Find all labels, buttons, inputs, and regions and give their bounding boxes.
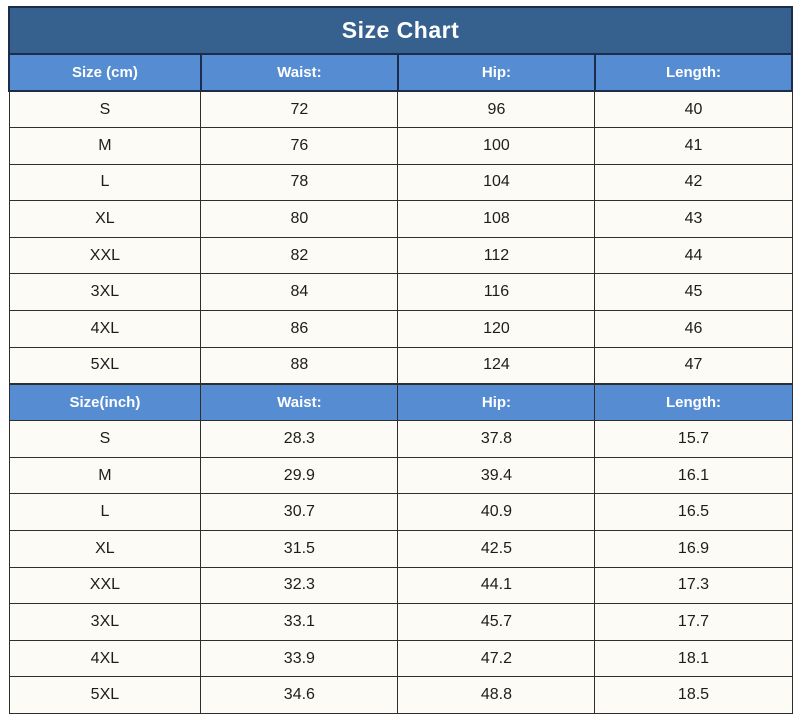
- value-cell: 47.2: [397, 639, 596, 678]
- size-label-cell: 4XL: [8, 310, 202, 348]
- measure-header: Length:: [594, 382, 793, 422]
- table-row: XXL 32.3 44.1 17.3: [8, 566, 793, 605]
- value-cell: 44: [594, 236, 793, 275]
- measure-header: Waist:: [199, 53, 399, 92]
- value-cell: 34.6: [200, 676, 399, 714]
- value-cell: 100: [397, 127, 596, 165]
- measure-header: Length:: [593, 53, 794, 92]
- value-cell: 44.1: [397, 566, 596, 605]
- value-cell: 42.5: [397, 530, 596, 568]
- table-row: 5XL 34.6 48.8 18.5: [8, 676, 793, 714]
- value-cell: 40.9: [397, 493, 596, 532]
- value-cell: 42: [594, 163, 793, 202]
- size-label-cell: 3XL: [8, 273, 202, 312]
- value-cell: 116: [397, 273, 596, 312]
- value-cell: 104: [397, 163, 596, 202]
- value-cell: 96: [397, 90, 596, 129]
- value-cell: 41: [594, 127, 793, 165]
- size-label-cell: XL: [8, 530, 202, 568]
- value-cell: 18.1: [594, 639, 793, 678]
- table-row: S 72 96 40: [8, 90, 793, 129]
- size-label-cell: M: [8, 456, 202, 495]
- size-label-cell: L: [8, 163, 202, 202]
- value-cell: 17.3: [594, 566, 793, 605]
- value-cell: 31.5: [200, 530, 399, 568]
- size-label-cell: XXL: [8, 236, 202, 275]
- table-row: 4XL 33.9 47.2 18.1: [8, 639, 793, 678]
- value-cell: 32.3: [200, 566, 399, 605]
- value-cell: 84: [200, 273, 399, 312]
- value-cell: 76: [200, 127, 399, 165]
- value-cell: 30.7: [200, 493, 399, 532]
- size-label-cell: 4XL: [8, 639, 202, 678]
- table-row: M 29.9 39.4 16.1: [8, 456, 793, 495]
- value-cell: 40: [594, 90, 793, 129]
- table-row: S 28.3 37.8 15.7: [8, 420, 793, 458]
- value-cell: 124: [397, 346, 596, 385]
- table-row: XXL 82 112 44: [8, 236, 793, 275]
- size-label-cell: S: [8, 90, 202, 129]
- measure-header: Waist:: [200, 382, 399, 422]
- value-cell: 29.9: [200, 456, 399, 495]
- value-cell: 46: [594, 310, 793, 348]
- value-cell: 33.1: [200, 603, 399, 641]
- value-cell: 120: [397, 310, 596, 348]
- value-cell: 39.4: [397, 456, 596, 495]
- table-row: 5XL 88 124 47: [8, 346, 793, 385]
- value-cell: 18.5: [594, 676, 793, 714]
- value-cell: 82: [200, 236, 399, 275]
- value-cell: 45.7: [397, 603, 596, 641]
- section-inch: Size(inch) Waist: Hip: Length: S 28.3 37.8 15.7…: [8, 382, 793, 714]
- section-cm: Size (cm) Waist: Hip: Length: S 72 96 40 M 76 100 4…: [8, 53, 794, 385]
- measure-header: Hip:: [397, 382, 596, 422]
- size-unit-header: Size(inch): [8, 382, 202, 422]
- size-label-cell: 5XL: [8, 676, 202, 714]
- table-row: XL 80 108 43: [8, 200, 793, 238]
- value-cell: 45: [594, 273, 793, 312]
- page-title: Size Chart: [8, 6, 793, 55]
- size-label-cell: 3XL: [8, 603, 202, 641]
- table-row: 3XL 33.1 45.7 17.7: [8, 603, 793, 641]
- size-label-cell: XXL: [8, 566, 202, 605]
- size-label-cell: XL: [8, 200, 202, 238]
- table-row: L 30.7 40.9 16.5: [8, 493, 793, 532]
- value-cell: 16.1: [594, 456, 793, 495]
- size-unit-header: Size (cm): [8, 53, 202, 92]
- value-cell: 78: [200, 163, 399, 202]
- header-row: Size (cm) Waist: Hip: Length:: [8, 53, 794, 92]
- value-cell: 16.9: [594, 530, 793, 568]
- value-cell: 80: [200, 200, 399, 238]
- value-cell: 108: [397, 200, 596, 238]
- value-cell: 86: [200, 310, 399, 348]
- table-row: L 78 104 42: [8, 163, 793, 202]
- header-row: Size(inch) Waist: Hip: Length:: [8, 382, 793, 422]
- value-cell: 33.9: [200, 639, 399, 678]
- value-cell: 37.8: [397, 420, 596, 458]
- size-label-cell: 5XL: [8, 346, 202, 385]
- value-cell: 43: [594, 200, 793, 238]
- size-label-cell: S: [8, 420, 202, 458]
- size-label-cell: L: [8, 493, 202, 532]
- value-cell: 28.3: [200, 420, 399, 458]
- value-cell: 47: [594, 346, 793, 385]
- value-cell: 88: [200, 346, 399, 385]
- table-row: 3XL 84 116 45: [8, 273, 793, 312]
- table-row: 4XL 86 120 46: [8, 310, 793, 348]
- value-cell: 48.8: [397, 676, 596, 714]
- value-cell: 112: [397, 236, 596, 275]
- table-row: XL 31.5 42.5 16.9: [8, 530, 793, 568]
- size-label-cell: M: [8, 127, 202, 165]
- value-cell: 15.7: [594, 420, 793, 458]
- value-cell: 16.5: [594, 493, 793, 532]
- size-chart-table: Size Chart Size (cm) Waist: Hip: Length: S 72…: [8, 6, 794, 714]
- measure-header: Hip:: [396, 53, 596, 92]
- title-row: Size Chart: [8, 6, 793, 55]
- value-cell: 17.7: [594, 603, 793, 641]
- table-row: M 76 100 41: [8, 127, 793, 165]
- value-cell: 72: [200, 90, 399, 129]
